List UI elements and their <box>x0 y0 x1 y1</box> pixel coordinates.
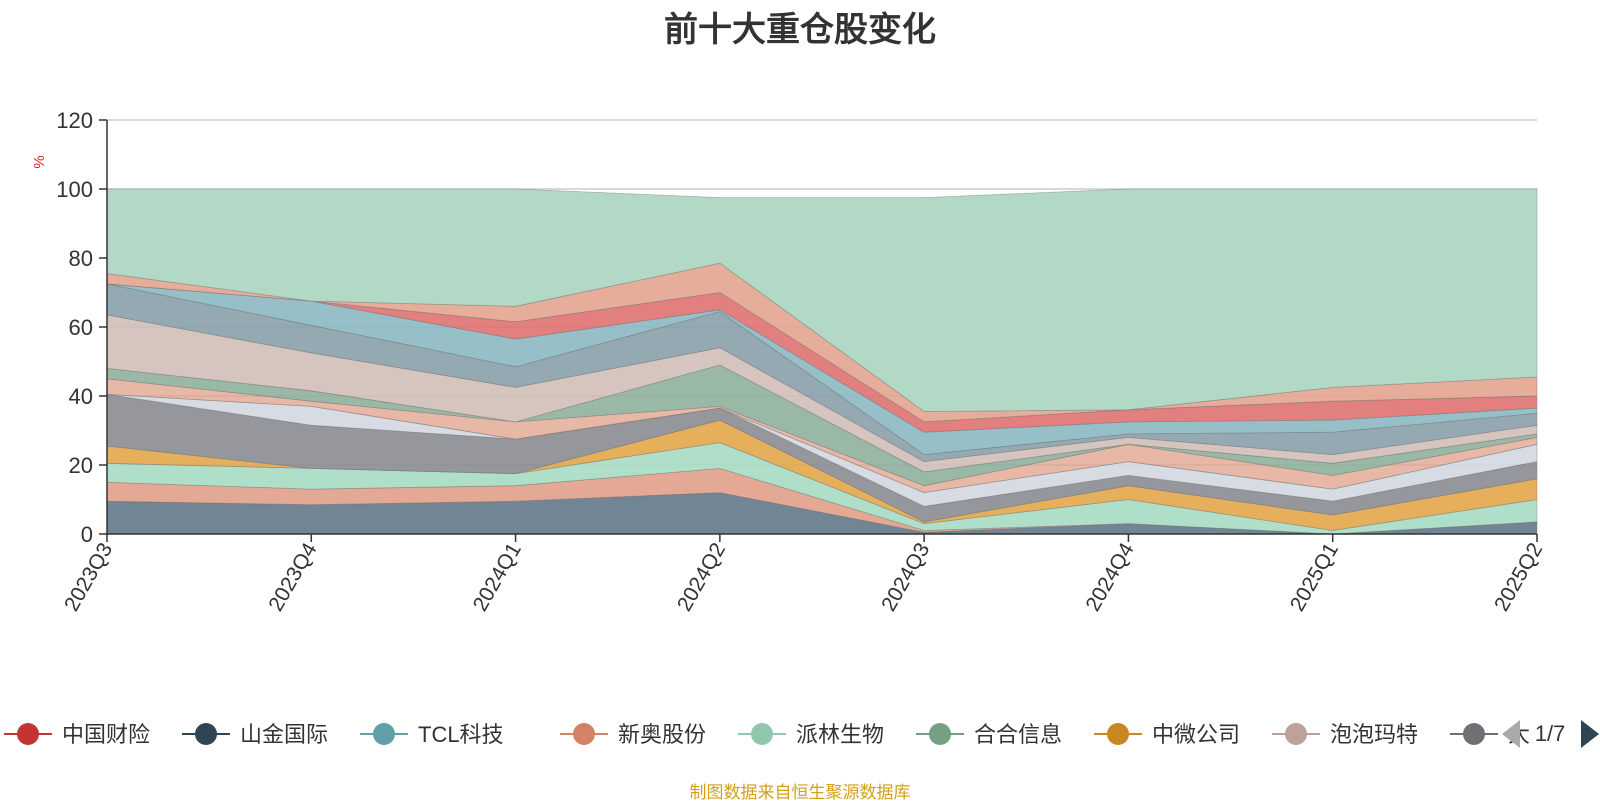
y-tick-label: 80 <box>69 246 93 271</box>
legend-item[interactable]: 山金国际 <box>182 722 328 747</box>
legend-label: 派林生物 <box>796 722 884 747</box>
y-axis-unit-label: % <box>31 155 48 168</box>
y-tick-label: 60 <box>69 315 93 340</box>
y-tick-label: 20 <box>69 453 93 478</box>
legend-page-indicator: 1/7 <box>1535 721 1566 746</box>
legend-dot-icon <box>195 723 217 745</box>
y-tick-label: 0 <box>81 522 93 547</box>
x-tick-label: 2024Q3 <box>877 539 934 615</box>
area-band <box>106 188 1538 412</box>
legend-label: 泡泡玛特 <box>1330 722 1418 747</box>
area-band <box>106 283 1538 456</box>
area-bands <box>106 188 1538 535</box>
legend-dot-icon <box>1285 723 1307 745</box>
legend-next-page-icon[interactable] <box>1581 720 1599 748</box>
area-band <box>106 378 1538 494</box>
legend-item[interactable]: 中国财险 <box>4 722 150 747</box>
legend-item[interactable]: 新奥股份 <box>560 722 706 747</box>
area-band <box>106 364 1538 487</box>
y-tick-label: 100 <box>56 177 93 202</box>
legend-dot-icon <box>573 723 595 745</box>
legend-label: 新奥股份 <box>618 722 706 747</box>
legend-label: 山金国际 <box>240 722 328 747</box>
chart-title: 前十大重仓股变化 <box>664 11 936 49</box>
legend-dot-icon <box>929 723 951 745</box>
source-note: 制图数据来自恒生聚源数据库 <box>689 783 911 802</box>
y-tick-label: 120 <box>56 108 93 133</box>
x-tick-label: 2025Q1 <box>1286 539 1343 615</box>
legend-item[interactable]: 合合信息 <box>916 722 1062 747</box>
legend-item[interactable]: 中微公司 <box>1094 722 1240 747</box>
legend-label: 合合信息 <box>974 722 1062 747</box>
legend-dot-icon <box>1463 723 1485 745</box>
legend-dot-icon <box>1107 723 1129 745</box>
legend-item[interactable]: 派林生物 <box>738 722 884 747</box>
x-tick-label: 2023Q3 <box>60 539 117 615</box>
legend: 中国财险山金国际TCL科技新奥股份派林生物合合信息中微公司泡泡玛特大1/7 <box>4 720 1599 748</box>
y-tick-label: 40 <box>69 384 93 409</box>
area-band <box>106 262 1538 423</box>
legend-label: TCL科技 <box>418 722 504 747</box>
x-tick-label: 2023Q4 <box>264 539 321 615</box>
x-tick-label: 2024Q2 <box>673 539 730 615</box>
x-tick-label: 2024Q4 <box>1081 539 1138 615</box>
legend-prev-page-icon[interactable] <box>1502 720 1520 748</box>
x-tick-label: 2024Q1 <box>469 539 526 615</box>
legend-label: 中微公司 <box>1152 722 1240 747</box>
legend-dot-icon <box>17 723 39 745</box>
legend-label: 中国财险 <box>62 722 150 747</box>
legend-dot-icon <box>373 723 395 745</box>
legend-item[interactable]: TCL科技 <box>360 722 504 747</box>
x-tick-label: 2025Q2 <box>1490 539 1547 615</box>
legend-item[interactable]: 泡泡玛特 <box>1272 722 1418 747</box>
legend-dot-icon <box>751 723 773 745</box>
